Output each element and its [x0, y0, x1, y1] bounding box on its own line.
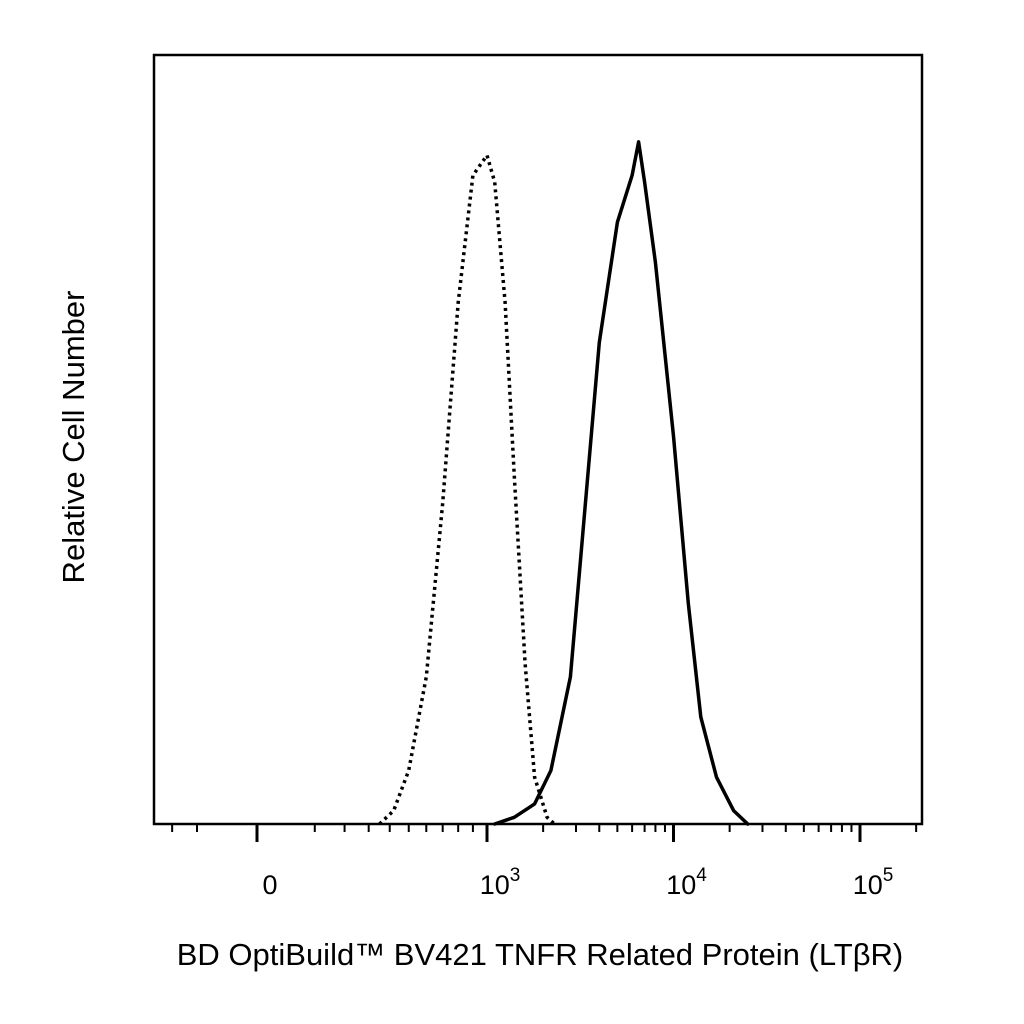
series-line-2: [492, 140, 750, 826]
x-tick-label: 103: [480, 865, 521, 900]
y-axis-label: Relative Cell Number: [56, 291, 91, 584]
minor-ticks: [171, 824, 918, 832]
tick-labels: 0 103 104 105: [262, 865, 893, 900]
series-layer: [378, 140, 750, 826]
plot-frame: [152, 53, 924, 826]
x-tick-label: 104: [666, 865, 707, 900]
series-line-1: [378, 153, 556, 826]
x-tick-label: 0: [262, 870, 277, 900]
major-ticks: [255, 824, 862, 842]
x-axis-label: BD OptiBuild™ BV421 TNFR Related Protein…: [177, 937, 904, 972]
x-tick-label: 105: [853, 865, 894, 900]
